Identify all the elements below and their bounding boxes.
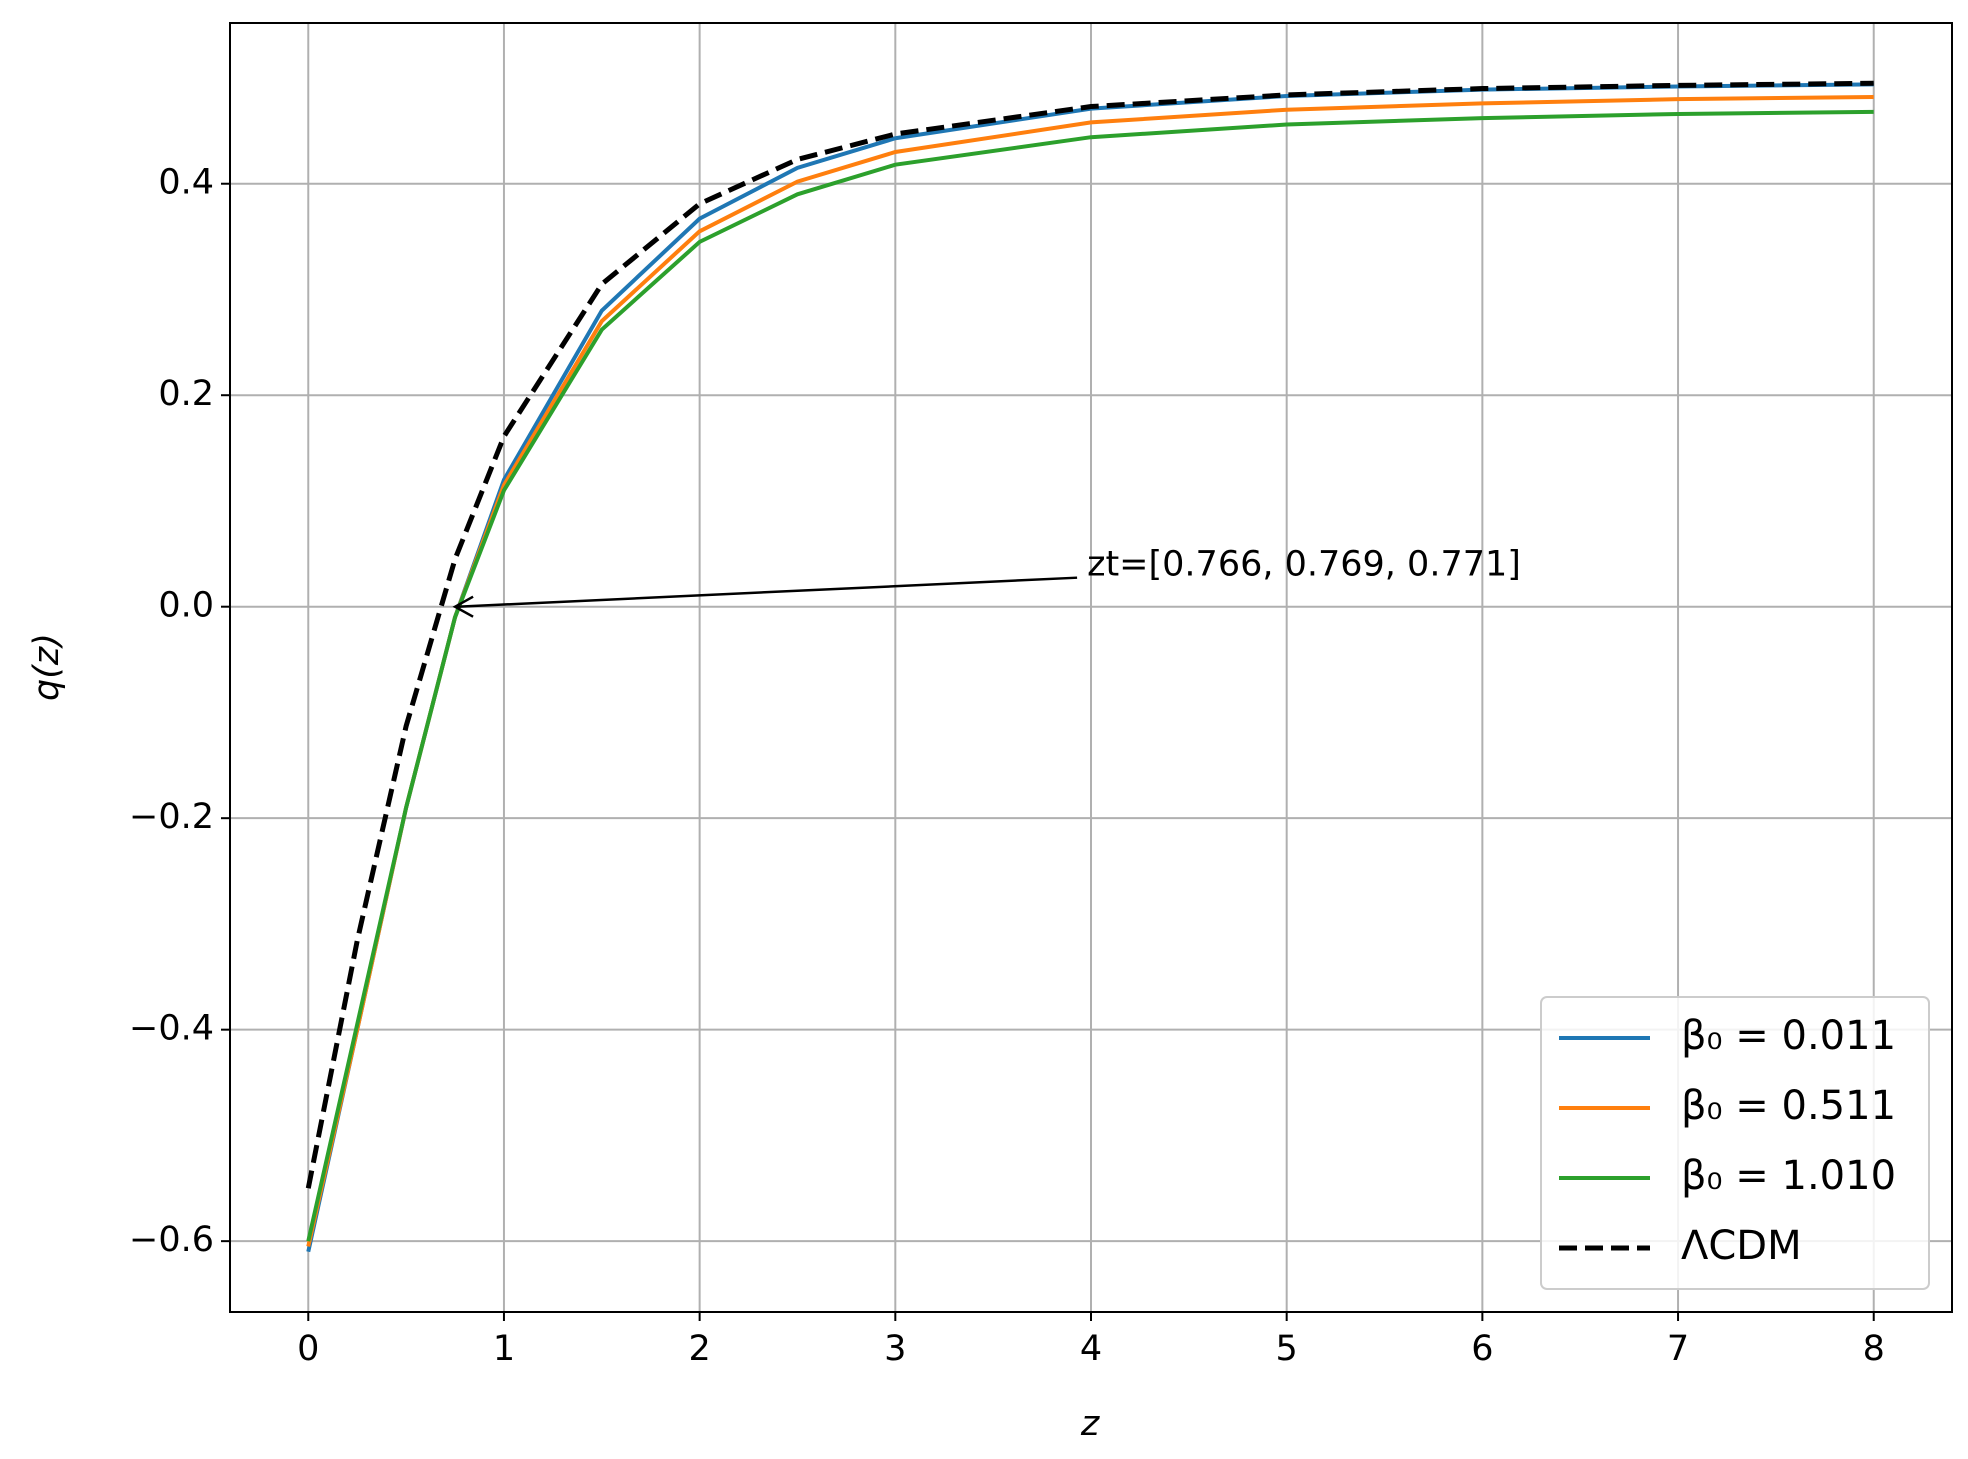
legend-label: β₀ = 1.010: [1681, 1153, 1896, 1199]
annotation-arrow: [457, 576, 1078, 608]
x-tick-label: 3: [884, 1329, 906, 1369]
y-tick-label: 0.2: [158, 374, 214, 414]
line: [306, 109, 1874, 1242]
annotation-arrowhead: [452, 595, 474, 618]
line: [305, 80, 1874, 1189]
x-tick-label: 8: [1863, 1329, 1885, 1369]
x-tick-label: 2: [688, 1329, 710, 1369]
x-tick-label: 4: [1080, 1329, 1102, 1369]
x-axis-label: z: [1080, 1404, 1100, 1444]
legend-label: β₀ = 0.011: [1681, 1013, 1896, 1059]
y-tick-label: −0.2: [129, 797, 214, 837]
y-axis-label: q(z): [27, 633, 67, 701]
x-tick-label: 6: [1471, 1329, 1493, 1369]
y-tick-label: −0.4: [129, 1009, 214, 1049]
plot-frame: [229, 22, 1953, 1313]
x-tick-label: 7: [1667, 1329, 1689, 1369]
x-tick-label: 5: [1276, 1329, 1298, 1369]
legend-label: β₀ = 0.511: [1681, 1083, 1896, 1129]
y-tick-label: 0.0: [158, 586, 214, 626]
legend-box: [1540, 996, 1930, 1290]
x-tick-label: 1: [493, 1329, 515, 1369]
y-tick-label: −0.6: [129, 1220, 214, 1260]
x-tick-label: 0: [297, 1329, 319, 1369]
y-tick-label: 0.4: [158, 163, 214, 203]
annotation: zt=[0.766, 0.769, 0.771]: [1087, 545, 1521, 585]
legend-label: ΛCDM: [1681, 1223, 1802, 1269]
